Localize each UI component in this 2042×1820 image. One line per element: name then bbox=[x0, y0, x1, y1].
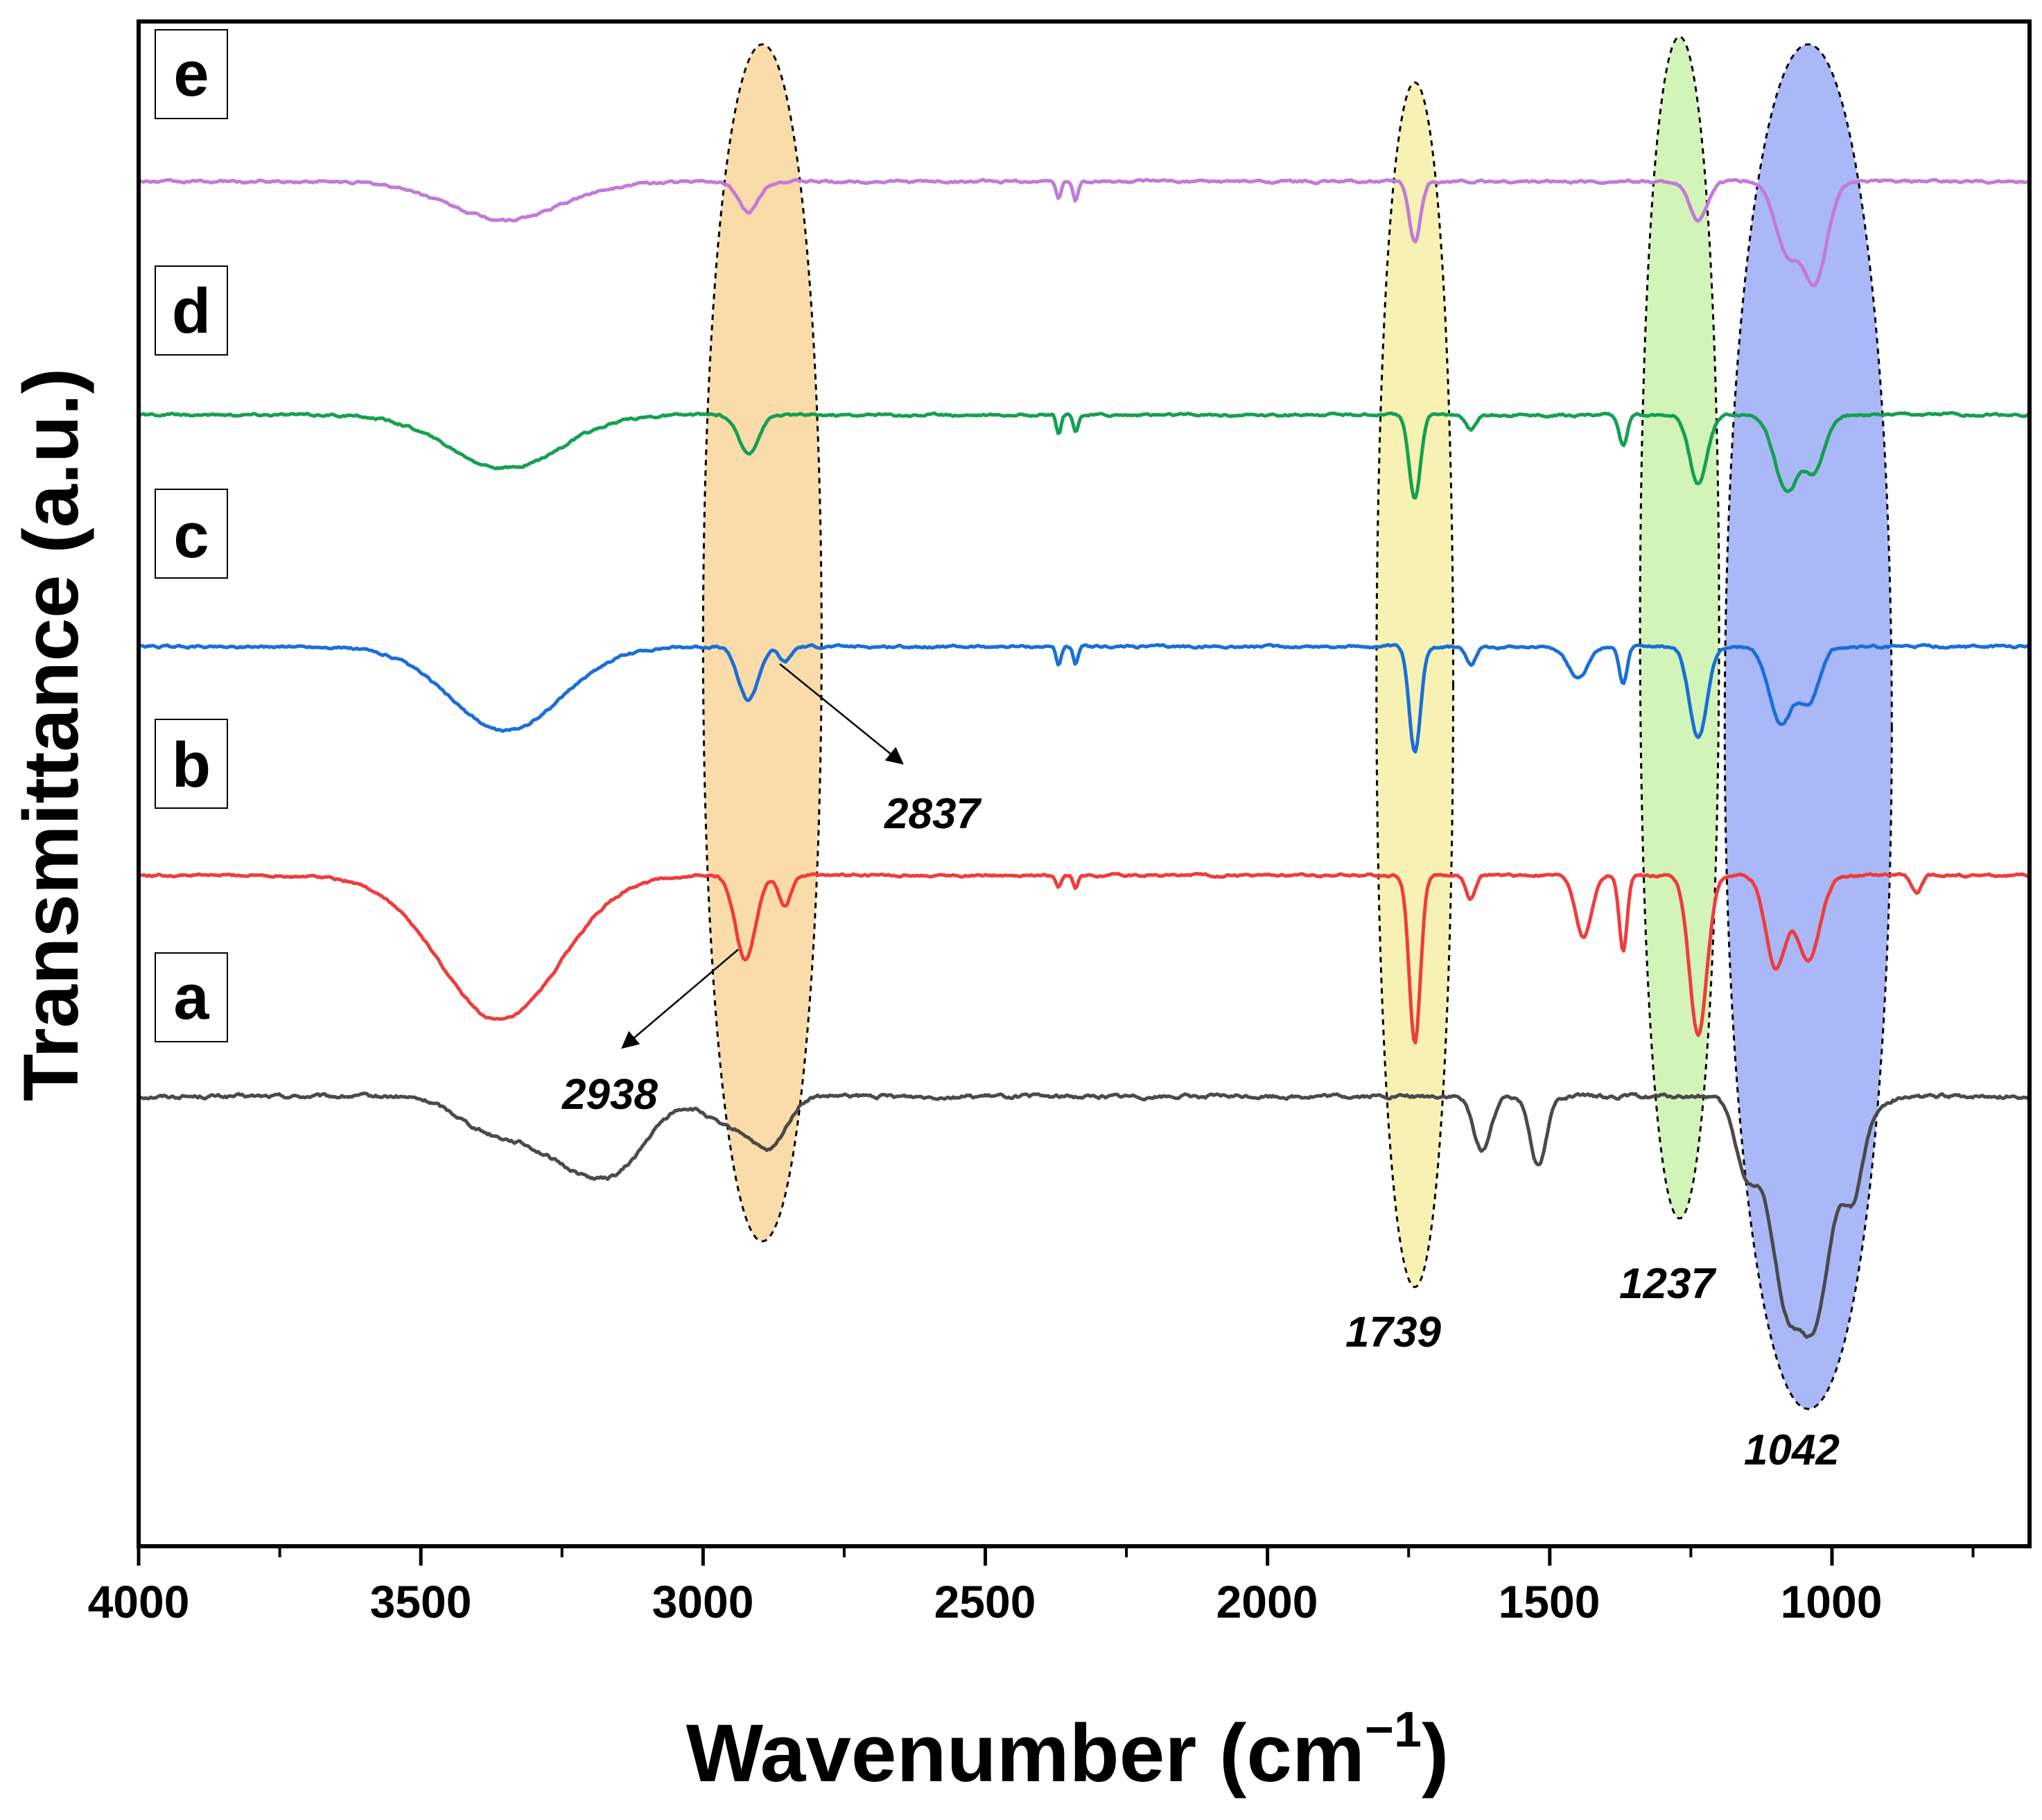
trace-label-e: e bbox=[173, 39, 209, 110]
trace-label-a: a bbox=[173, 962, 209, 1033]
spectra bbox=[137, 177, 2030, 1339]
peak-label-1237: 1237 bbox=[1619, 1260, 1716, 1308]
series-line-b bbox=[138, 872, 2030, 1045]
peak-label-2938: 2938 bbox=[561, 1071, 658, 1119]
x-axis-title-main: Wavenumber (cm bbox=[686, 1708, 1365, 1799]
trace-label-box-e bbox=[155, 29, 228, 119]
trace-label-box-b bbox=[155, 719, 228, 809]
trace-label-c: c bbox=[173, 500, 209, 571]
trace-labels: e d c b a bbox=[155, 29, 228, 1042]
highlight-ellipse-yellow bbox=[1375, 81, 1455, 1288]
peak-annotations: 2938 2837 1739 1237 1042 bbox=[561, 663, 1840, 1474]
x-axis-title: Wavenumber (cm−1) bbox=[686, 1702, 1449, 1799]
x-tick-label-1000: 1000 bbox=[1781, 1576, 1883, 1627]
x-axis-title-close: ) bbox=[1422, 1708, 1449, 1799]
trace-label-d: d bbox=[172, 276, 211, 347]
x-tick-label-2500: 2500 bbox=[934, 1576, 1036, 1627]
series-line-c bbox=[137, 642, 2030, 754]
series-line-a bbox=[138, 1092, 2030, 1339]
series-line-e bbox=[138, 177, 2030, 288]
highlight-ellipse-orange bbox=[701, 43, 823, 1243]
trace-label-b: b bbox=[172, 730, 211, 800]
x-ticks bbox=[137, 1546, 1975, 1566]
x-tick-labels: 4000 3500 3000 2500 2000 1500 1000 bbox=[88, 1576, 1883, 1627]
x-tick-label-4000: 4000 bbox=[88, 1576, 190, 1627]
x-tick-label-3500: 3500 bbox=[370, 1576, 472, 1627]
plot-frame bbox=[137, 19, 2032, 1548]
highlight-ellipse-green bbox=[1639, 35, 1720, 1220]
series-line-d bbox=[138, 411, 2030, 500]
highlight-regions bbox=[701, 35, 1893, 1410]
peak-label-1042: 1042 bbox=[1744, 1426, 1840, 1474]
peak-label-1739: 1739 bbox=[1345, 1309, 1441, 1356]
arrow-2837 bbox=[779, 663, 904, 765]
x-axis-title-sup: −1 bbox=[1365, 1702, 1422, 1758]
x-tick-label-3000: 3000 bbox=[652, 1576, 754, 1627]
x-tick-label-2000: 2000 bbox=[1216, 1576, 1318, 1627]
trace-label-box-d bbox=[155, 265, 228, 356]
y-axis-title: Transmittance (a.u.) bbox=[8, 368, 94, 1101]
highlight-ellipse-blue bbox=[1723, 43, 1893, 1410]
arrow-2938 bbox=[621, 949, 739, 1049]
x-tick-label-1500: 1500 bbox=[1499, 1576, 1600, 1627]
trace-label-box-a bbox=[155, 952, 228, 1042]
trace-label-box-c bbox=[155, 489, 228, 579]
peak-label-2837: 2837 bbox=[884, 790, 981, 838]
